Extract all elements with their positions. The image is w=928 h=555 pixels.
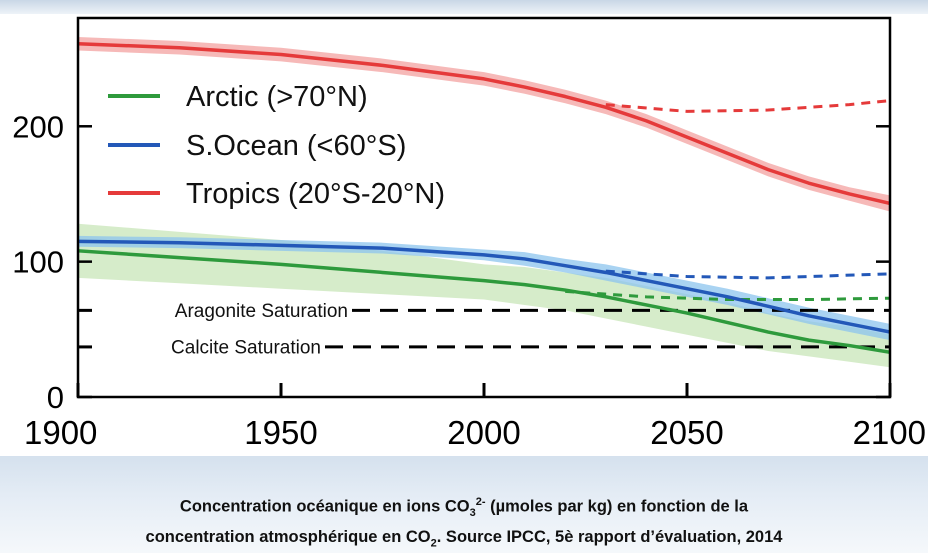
- caption-text: (µmoles par kg) en fonction de la: [485, 497, 749, 516]
- x-tick-label: 2050: [650, 414, 723, 451]
- arctic-n-band: [78, 223, 890, 368]
- series-lines: [77, 41, 891, 355]
- tropics-s-n-line: [77, 41, 891, 206]
- y-tick-label: 200: [12, 109, 64, 144]
- caption-text: . Source IPCC, 5è rapport d’évaluation, …: [436, 527, 783, 546]
- top-strip: [0, 0, 928, 14]
- y-tick-label: 100: [12, 245, 64, 280]
- saturation-lines: Aragonite Saturation Calcite Saturation: [78, 301, 890, 358]
- axes: 1900 1950 2000 2050 2100 0 100 200: [12, 16, 926, 451]
- x-tick-label: 1900: [24, 414, 97, 451]
- calcite-saturation-label: Calcite Saturation: [171, 337, 321, 358]
- x-tick-label: 1950: [244, 414, 317, 451]
- caption-band: [0, 456, 928, 553]
- s-ocean-s-projection-line: [605, 269, 891, 280]
- x-tick-label: 2100: [853, 414, 926, 451]
- tropics-s-n-legend-label: Tropics (20°S-20°N): [186, 178, 445, 210]
- caption-line-1: Concentration océanique en ions CO32- (µ…: [0, 490, 928, 525]
- ocean-carbonate-chart: Aragonite Saturation Calcite Saturation 1…: [12, 16, 926, 451]
- x-tick-label: 2000: [447, 414, 520, 451]
- caption-subscript: 2: [430, 537, 437, 550]
- y-tick-label: 0: [47, 380, 64, 415]
- arctic-n-projection-line: [565, 289, 891, 302]
- caption-superscript: 2-: [475, 496, 486, 508]
- tropics-s-n-projection-line: [605, 99, 891, 113]
- s-ocean-s-legend-label: S.Ocean (<60°S): [186, 130, 406, 162]
- legend: Arctic (>70°N) S.Ocean (<60°S) Tropics (20…: [108, 81, 445, 210]
- arctic-n-line: [77, 249, 891, 355]
- uncertainty-bands: [78, 36, 890, 368]
- caption-text: Concentration océanique en ions CO: [179, 497, 470, 516]
- figure-caption: Concentration océanique en ions CO32- (µ…: [0, 490, 928, 555]
- caption-line-2: concentration atmosphérique en CO2. Sour…: [0, 525, 928, 555]
- caption-subscript: 3: [469, 506, 476, 519]
- s-ocean-s-band: [78, 235, 890, 341]
- aragonite-saturation-label: Aragonite Saturation: [175, 301, 348, 322]
- arctic-n-legend-label: Arctic (>70°N): [186, 81, 368, 113]
- caption-text: concentration atmosphérique en CO: [145, 527, 431, 546]
